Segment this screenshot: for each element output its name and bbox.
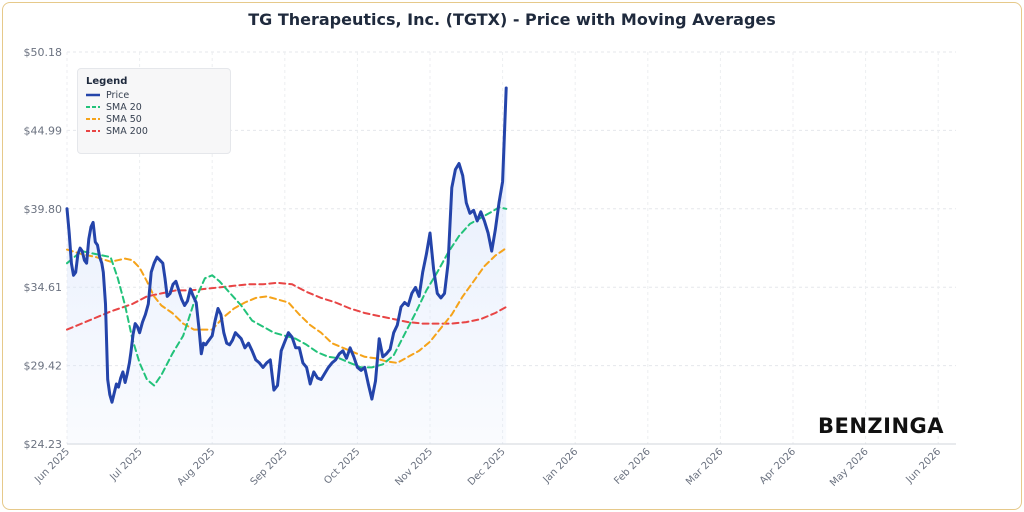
x-axis-ticks: Jun 2025 Jul 2025 Aug 2025 Sep 2025 Oct 2025… xyxy=(32,446,943,489)
sma20-swatch-icon xyxy=(86,106,100,108)
legend: Legend Price SMA 20 SMA 50 SMA 200 xyxy=(77,68,231,154)
price-swatch-icon xyxy=(86,93,100,97)
y-tick-label: $24.23 xyxy=(24,438,63,451)
legend-item-price: Price xyxy=(86,89,129,101)
x-tick-label: Oct 2025 xyxy=(322,446,362,486)
series-line-sma200 xyxy=(66,281,508,331)
series-lines xyxy=(65,86,508,404)
legend-label-price: Price xyxy=(106,89,130,101)
x-tick-label: Apr 2026 xyxy=(758,446,798,486)
legend-label-sma50: SMA 50 xyxy=(106,113,142,125)
legend-item-sma200: SMA 200 xyxy=(86,125,148,137)
legend-label-sma20: SMA 20 xyxy=(106,101,142,113)
x-tick-label: Jan 2026 xyxy=(541,446,581,486)
price-area-fill xyxy=(67,88,507,444)
x-tick-label: Mar 2026 xyxy=(684,446,725,487)
sma50-swatch-icon xyxy=(86,118,100,120)
y-tick-label: $50.18 xyxy=(24,46,63,59)
legend-title: Legend xyxy=(86,76,128,87)
x-tick-label: Aug 2025 xyxy=(175,446,217,488)
x-tick-label: May 2026 xyxy=(828,446,871,489)
y-axis-ticks: $24.23 $29.42 $34.61 $39.80 $44.99 $50.18 xyxy=(24,46,63,451)
legend-label-sma200: SMA 200 xyxy=(106,125,148,137)
y-tick-label: $34.61 xyxy=(24,281,63,294)
x-tick-label: Feb 2026 xyxy=(612,446,653,487)
chart-title: TG Therapeutics, Inc. (TGTX) - Price wit… xyxy=(248,10,776,29)
x-tick-label: Sep 2025 xyxy=(249,446,290,487)
y-tick-label: $39.80 xyxy=(24,203,63,216)
x-tick-label: Jul 2025 xyxy=(107,446,144,483)
series-line-sma50 xyxy=(66,247,508,364)
y-tick-label: $44.99 xyxy=(24,124,63,137)
sma200-swatch-icon xyxy=(86,130,100,132)
benzinga-logo: BENZINGA xyxy=(818,414,945,438)
y-tick-label: $29.42 xyxy=(24,360,63,373)
legend-item-sma20: SMA 20 xyxy=(86,101,142,113)
x-tick-label: Dec 2025 xyxy=(466,446,508,488)
legend-item-sma50: SMA 50 xyxy=(86,113,142,125)
x-tick-label: Jun 2026 xyxy=(904,446,944,486)
price-area xyxy=(67,88,507,444)
x-tick-label: Jun 2025 xyxy=(32,446,72,486)
series-line-price xyxy=(65,86,508,404)
x-tick-label: Nov 2025 xyxy=(393,446,435,488)
